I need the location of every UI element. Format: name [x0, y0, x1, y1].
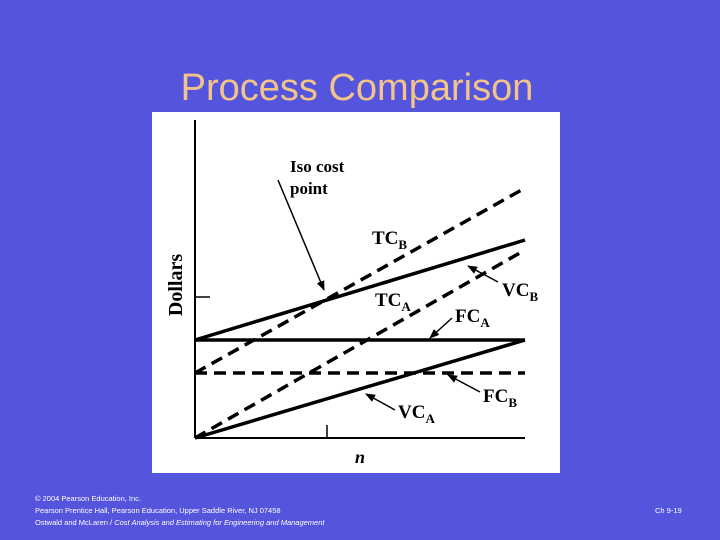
slide-number: Ch 9-19: [655, 506, 682, 515]
arrow: [277, 179, 325, 291]
line-tc-a: [194, 238, 526, 342]
line-label-main: VC: [398, 402, 425, 423]
line-label-main: TC: [375, 290, 401, 311]
line-label: VCA: [398, 402, 435, 426]
line-label: TCB: [372, 228, 407, 252]
line-label-main: VC: [502, 280, 529, 301]
slide-title: Process Comparison: [181, 67, 534, 109]
footer-book: Cost Analysis and Estimating for Enginee…: [114, 518, 325, 527]
line-label-main: FC: [483, 386, 508, 407]
y-axis-label: Dollars: [165, 254, 187, 316]
line-label-sub: B: [508, 395, 517, 410]
line-vc-a: [194, 338, 526, 440]
arrow: [467, 265, 499, 283]
iso-cost-label: point: [290, 179, 328, 198]
x-axis-label: n: [355, 447, 365, 467]
line-label: FCA: [455, 306, 490, 330]
arrow: [447, 374, 481, 393]
figure-lines: [194, 120, 526, 440]
line-label-sub: B: [529, 289, 538, 304]
line-label-main: TC: [372, 228, 398, 249]
iso-cost-label: Iso cost: [290, 157, 345, 176]
arrow: [429, 317, 453, 339]
line-label-sub: A: [401, 299, 411, 314]
line-vc-b: [194, 248, 526, 440]
line-label: FCB: [483, 386, 517, 410]
footer-line: Pearson Prentice Hall, Pearson Education…: [35, 506, 281, 515]
footer-credit: Ostwald and McLaren /: [35, 518, 114, 527]
line-label-sub: B: [398, 237, 407, 252]
line-label: VCB: [502, 280, 538, 304]
line-label: TCA: [375, 290, 411, 314]
arrow: [365, 393, 396, 411]
footer-line: © 2004 Pearson Education, Inc.: [35, 494, 141, 503]
footer-line: Ostwald and McLaren / Cost Analysis and …: [35, 518, 325, 527]
line-label-main: FC: [455, 306, 480, 327]
line-label-sub: A: [425, 411, 435, 426]
line-tc-b: [194, 186, 526, 375]
line-label-sub: A: [480, 315, 490, 330]
